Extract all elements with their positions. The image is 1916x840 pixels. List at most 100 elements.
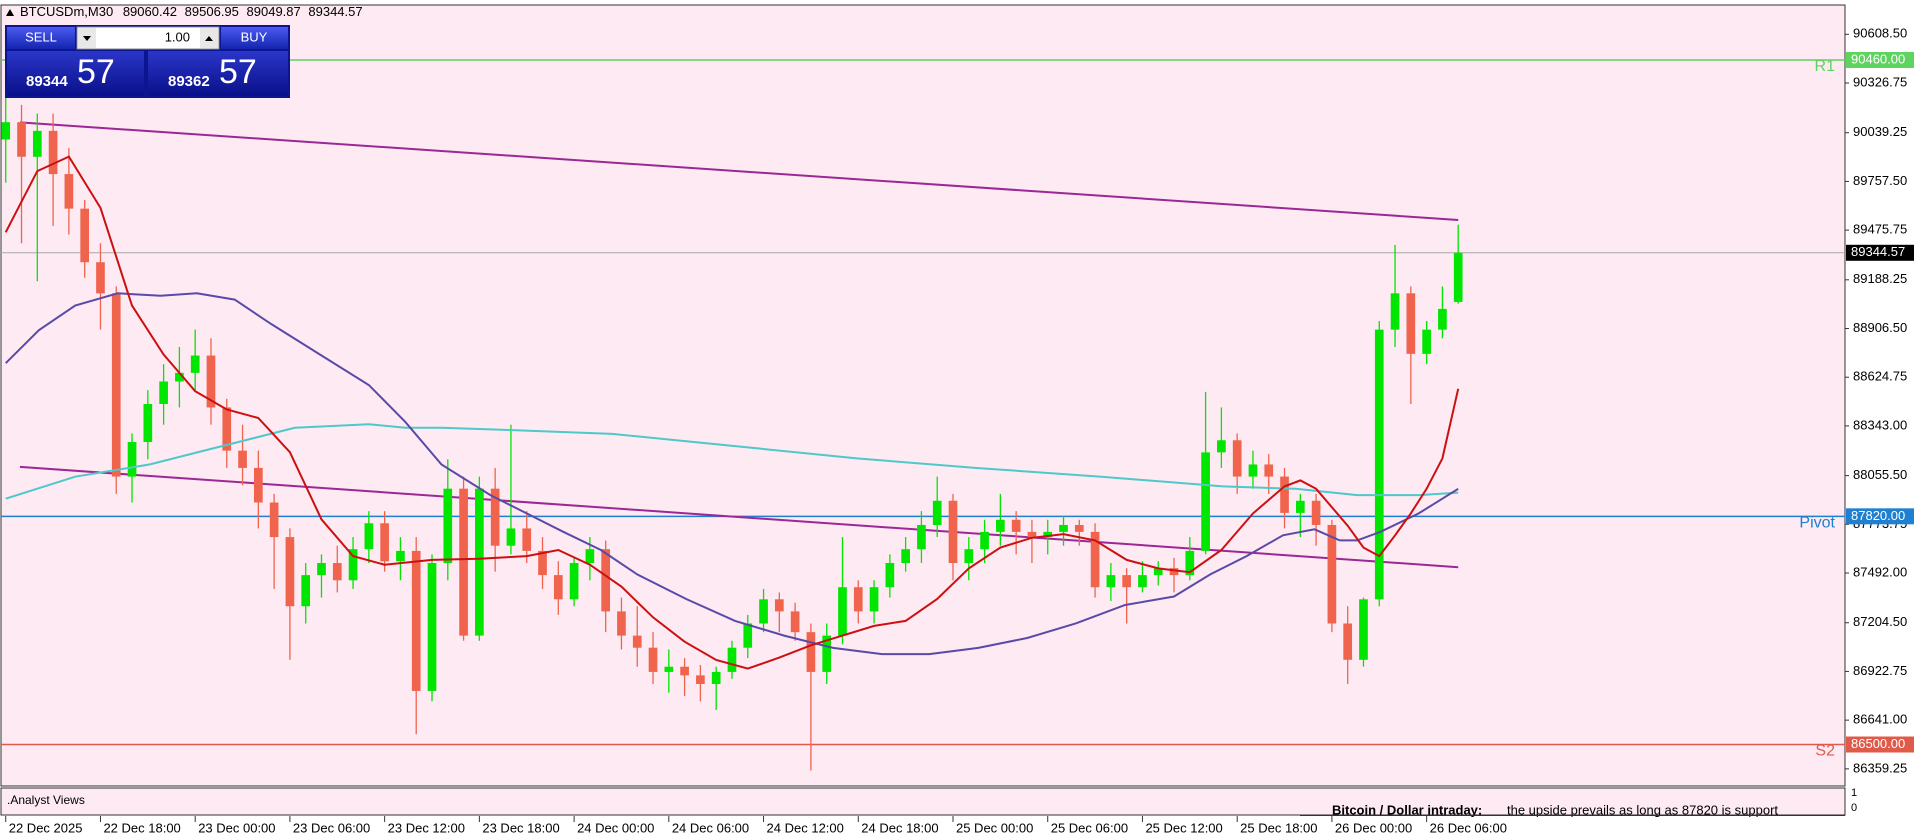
candle-body [143,403,153,443]
candle-body [1438,308,1447,330]
price-box [1846,244,1914,261]
candle-body [948,500,958,564]
candle-body [317,563,326,576]
candle-body [1153,568,1163,576]
analyst-heading: Bitcoin / Dollar intraday: [1332,802,1482,817]
x-tick-label: 22 Dec 2025 [9,820,83,835]
candle-body [1122,575,1132,588]
candle-body [1106,575,1116,588]
candle-body [759,599,768,624]
y-tick-label: 88343.00 [1853,417,1907,432]
candle-body [348,549,358,581]
x-tick-label: 23 Dec 12:00 [388,820,465,835]
candle-body [980,531,989,550]
candle-body [727,647,737,672]
bid-box[interactable] [7,51,144,96]
lot-down-icon [83,36,91,41]
candle-body [664,666,674,672]
lot-up-icon [205,36,213,41]
candle-body [475,488,484,636]
candle-body [1011,519,1021,532]
moving-average [4,155,1460,670]
candle-body [1374,329,1384,600]
candle-body [159,381,168,404]
collapse-icon[interactable] [6,9,14,16]
candle-body [411,550,421,691]
candle-body [1090,531,1100,588]
symbol: BTCUSDm,M30 [20,4,113,19]
ask-pips: 57 [219,53,257,91]
price-box [1846,508,1914,525]
price-box-label: 89344.57 [1851,244,1905,259]
y-tick-label: 90039.25 [1853,124,1907,139]
y-tick-label: 87492.00 [1853,564,1907,579]
lot-input[interactable] [76,26,220,50]
candle-body [443,488,453,564]
candle-body [238,450,247,468]
candle-body [1074,524,1084,532]
candle-body [364,523,374,550]
candle-body [506,528,516,546]
indicator-area [0,787,1846,816]
ask-box[interactable] [148,51,288,96]
candle-body [932,500,942,525]
candle-body [1027,531,1037,538]
x-tick-label: 22 Dec 18:00 [103,820,180,835]
plot-area [0,4,1846,787]
y-tick-label: 86359.25 [1853,760,1907,775]
y-tick-label: 89188.25 [1853,271,1907,286]
candle-body [522,528,532,551]
candle-body [1343,623,1353,660]
candle-body [1043,531,1053,538]
candle-body [538,550,547,576]
candle-body [822,635,832,672]
candle-body [1327,524,1337,624]
candle-body [1406,293,1416,354]
candle-body [206,355,216,408]
moving-average [5,423,1459,500]
x-tick-label: 25 Dec 12:00 [1145,820,1222,835]
candle-body [648,647,658,672]
price-box-label: 87820.00 [1851,508,1905,523]
y-tick-label: 90326.75 [1853,74,1907,89]
y-tick-label: 86922.75 [1853,663,1907,678]
candle-body [806,632,816,672]
candle-body [1390,293,1400,330]
candle-body [1264,464,1274,477]
x-tick-label: 25 Dec 18:00 [1240,820,1317,835]
ask-main: 89362 [168,73,210,90]
sell-button[interactable] [7,27,75,49]
x-tick-label: 23 Dec 06:00 [293,820,370,835]
y-tick-label: 88906.50 [1853,320,1907,335]
x-tick-label: 26 Dec 00:00 [1335,820,1412,835]
candle-body [269,502,279,538]
price-box-label: 86500.00 [1851,736,1905,751]
x-tick-label: 23 Dec 00:00 [198,820,275,835]
header-close: 89344.57 [308,4,362,19]
candle-body [1248,464,1258,477]
candle-body [838,587,847,636]
candle-body [48,130,58,175]
candle-body [396,550,405,562]
candle-body [96,262,105,294]
bid-pips: 57 [77,53,115,91]
candle-body [696,675,705,685]
x-tick-label: 25 Dec 06:00 [1051,820,1128,835]
candle-body [1138,575,1147,588]
header-open: 89060.42 [123,4,177,19]
candle-body [917,524,926,550]
x-tick-label: 24 Dec 00:00 [577,820,654,835]
y-tick-label: 89757.50 [1853,173,1907,188]
candle-body [1422,329,1431,354]
x-tick-label: 25 Dec 00:00 [956,820,1033,835]
candle-body [1169,568,1179,576]
candle-body [332,563,342,581]
header-high: 89506.95 [185,4,239,19]
buy-button[interactable] [221,27,288,49]
candle-body [1311,500,1321,525]
trendline [19,121,1459,221]
candle-body [1280,476,1289,513]
candle-body [585,549,595,564]
